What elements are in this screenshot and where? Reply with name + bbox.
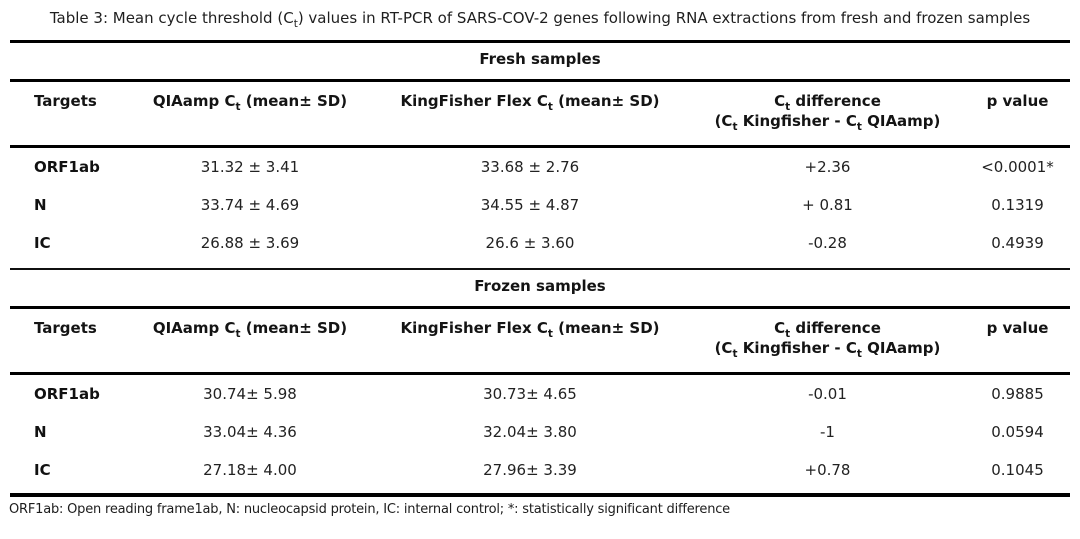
target-cell: ORF1ab (33, 158, 100, 176)
kingfisher-ct-cell: 27.96± 3.39 (369, 451, 690, 497)
table-row-fresh-n: N 33.74 ± 4.69 34.55 ± 4.87 + 0.81 0.131… (10, 186, 1070, 224)
section-header-fresh: Fresh samples (9, 40, 1071, 82)
table-caption: Table 3: Mean cycle threshold (Ct) value… (49, 9, 1031, 30)
p-value-cell: 0.1319 (991, 196, 1044, 214)
column-header-row-fresh: Targets QIAamp Ct (mean± SD) KingFisher … (9, 80, 1071, 148)
ct-difference-cell: +0.78 (689, 451, 965, 497)
ct-difference-cell: -1 (820, 423, 835, 441)
section-header-row-fresh: Fresh samples (9, 40, 1071, 82)
ct-difference-cell: -0.01 (808, 385, 847, 403)
col-header-ct-difference: Ct difference (Ct Kingfisher - Ct QIAamp) (689, 307, 965, 375)
kingfisher-ct-cell: 32.04± 3.80 (483, 423, 577, 441)
qiaamp-ct-cell: 33.04± 4.36 (203, 423, 297, 441)
qiaamp-ct-cell: 27.18± 4.00 (129, 451, 370, 497)
section-header-frozen: Frozen samples (9, 268, 1071, 309)
p-value-cell: 0.0594 (991, 423, 1044, 441)
qiaamp-ct-cell: 30.74± 5.98 (203, 385, 297, 403)
target-cell: N (33, 423, 47, 441)
kingfisher-ct-cell: 34.55 ± 4.87 (480, 196, 580, 214)
col-header-ct-difference: Ct difference (Ct Kingfisher - Ct QIAamp) (689, 80, 965, 148)
table-row-fresh-orf1ab: ORF1ab 31.32 ± 3.41 33.68 ± 2.76 +2.36 <… (10, 147, 1070, 187)
table-row-frozen-orf1ab: ORF1ab 30.74± 5.98 30.73± 4.65 -0.01 0.9… (10, 374, 1070, 414)
col-header-targets: Targets (9, 307, 130, 375)
column-header-row-frozen: Targets QIAamp Ct (mean± SD) KingFisher … (9, 307, 1071, 375)
p-value-cell: <0.0001* (981, 158, 1054, 176)
ct-difference-cell: -0.28 (808, 234, 847, 252)
ct-difference-cell: + 0.81 (802, 196, 853, 214)
qiaamp-ct-cell: 26.88 ± 3.69 (200, 234, 300, 252)
table-row-fresh-ic: IC 26.88 ± 3.69 26.6 ± 3.60 -0.28 0.4939 (10, 224, 1070, 269)
ct-values-table: Fresh samples Targets QIAamp Ct (mean± S… (9, 40, 1071, 497)
target-cell: ORF1ab (33, 385, 100, 403)
target-cell: N (33, 196, 47, 214)
section-header-row-frozen: Frozen samples (9, 268, 1071, 309)
kingfisher-ct-cell: 33.68 ± 2.76 (480, 158, 580, 176)
p-value-cell: 0.1045 (964, 451, 1071, 497)
table-footnote: ORF1ab: Open reading frame1ab, N: nucleo… (9, 502, 730, 517)
table-row-frozen-ic: IC 27.18± 4.00 27.96± 3.39 +0.78 0.1045 (9, 451, 1071, 497)
table-row-frozen-n: N 33.04± 4.36 32.04± 3.80 -1 0.0594 (10, 413, 1070, 451)
p-value-cell: 0.9885 (991, 385, 1044, 403)
target-cell: IC (33, 234, 51, 252)
target-cell: IC (9, 451, 130, 497)
col-header-p-value: p value (964, 80, 1071, 148)
col-header-qiaamp-ct: QIAamp Ct (mean± SD) (129, 307, 370, 375)
qiaamp-ct-cell: 33.74 ± 4.69 (200, 196, 300, 214)
col-header-p-value: p value (964, 307, 1071, 375)
kingfisher-ct-cell: 26.6 ± 3.60 (485, 234, 575, 252)
col-header-kingfisher-ct: KingFisher Flex Ct (mean± SD) (369, 307, 690, 375)
qiaamp-ct-cell: 31.32 ± 3.41 (200, 158, 300, 176)
col-header-targets: Targets (9, 80, 130, 148)
p-value-cell: 0.4939 (991, 234, 1044, 252)
col-header-kingfisher-ct: KingFisher Flex Ct (mean± SD) (369, 80, 690, 148)
kingfisher-ct-cell: 30.73± 4.65 (483, 385, 577, 403)
col-header-qiaamp-ct: QIAamp Ct (mean± SD) (129, 80, 370, 148)
ct-difference-cell: +2.36 (804, 158, 851, 176)
